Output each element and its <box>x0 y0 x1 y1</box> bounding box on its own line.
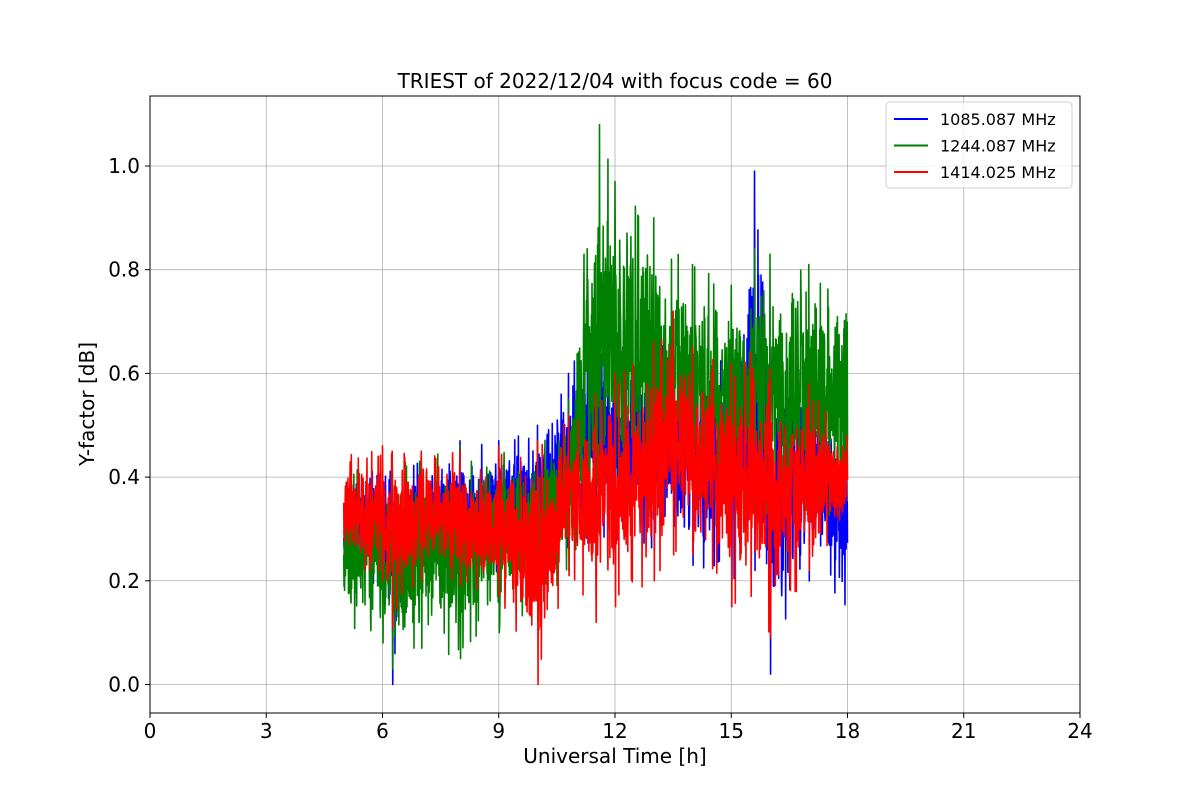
legend-box <box>885 101 1073 189</box>
y-tick-label: 1.0 <box>108 154 140 178</box>
chart-title: TRIEST of 2022/12/04 with focus code = 6… <box>397 69 833 93</box>
legend-label: 1244.087 MHz <box>940 137 1056 156</box>
y-tick-label: 0.6 <box>108 361 140 385</box>
x-tick-label: 12 <box>602 719 627 743</box>
legend: 1085.087 MHz 1244.087 MHz 1414.025 MHz <box>885 101 1073 189</box>
y-tick-label: 0.2 <box>108 569 140 593</box>
x-tick-label: 3 <box>260 719 273 743</box>
y-tick-label: 0.4 <box>108 465 140 489</box>
ticks: 0 3 6 9 12 15 18 21 24 0.0 0.2 0.4 0.6 0.8 1.0 <box>108 154 1093 743</box>
legend-label: 1414.025 MHz <box>940 163 1056 182</box>
x-tick-label: 15 <box>719 719 744 743</box>
series-layer <box>342 123 849 686</box>
y-tick-label: 0.8 <box>108 258 140 282</box>
series-line <box>342 123 849 670</box>
y-tick-label: 0.0 <box>108 672 140 696</box>
x-tick-label: 0 <box>144 719 157 743</box>
x-tick-label: 21 <box>951 719 976 743</box>
x-tick-label: 18 <box>835 719 860 743</box>
y-axis-label: Y-factor [dB] <box>75 342 99 467</box>
x-tick-label: 9 <box>492 719 505 743</box>
x-tick-label: 24 <box>1067 719 1092 743</box>
legend-label: 1085.087 MHz <box>940 110 1056 129</box>
series-line <box>342 310 849 686</box>
x-tick-label: 6 <box>376 719 389 743</box>
x-axis-label: Universal Time [h] <box>523 744 706 768</box>
